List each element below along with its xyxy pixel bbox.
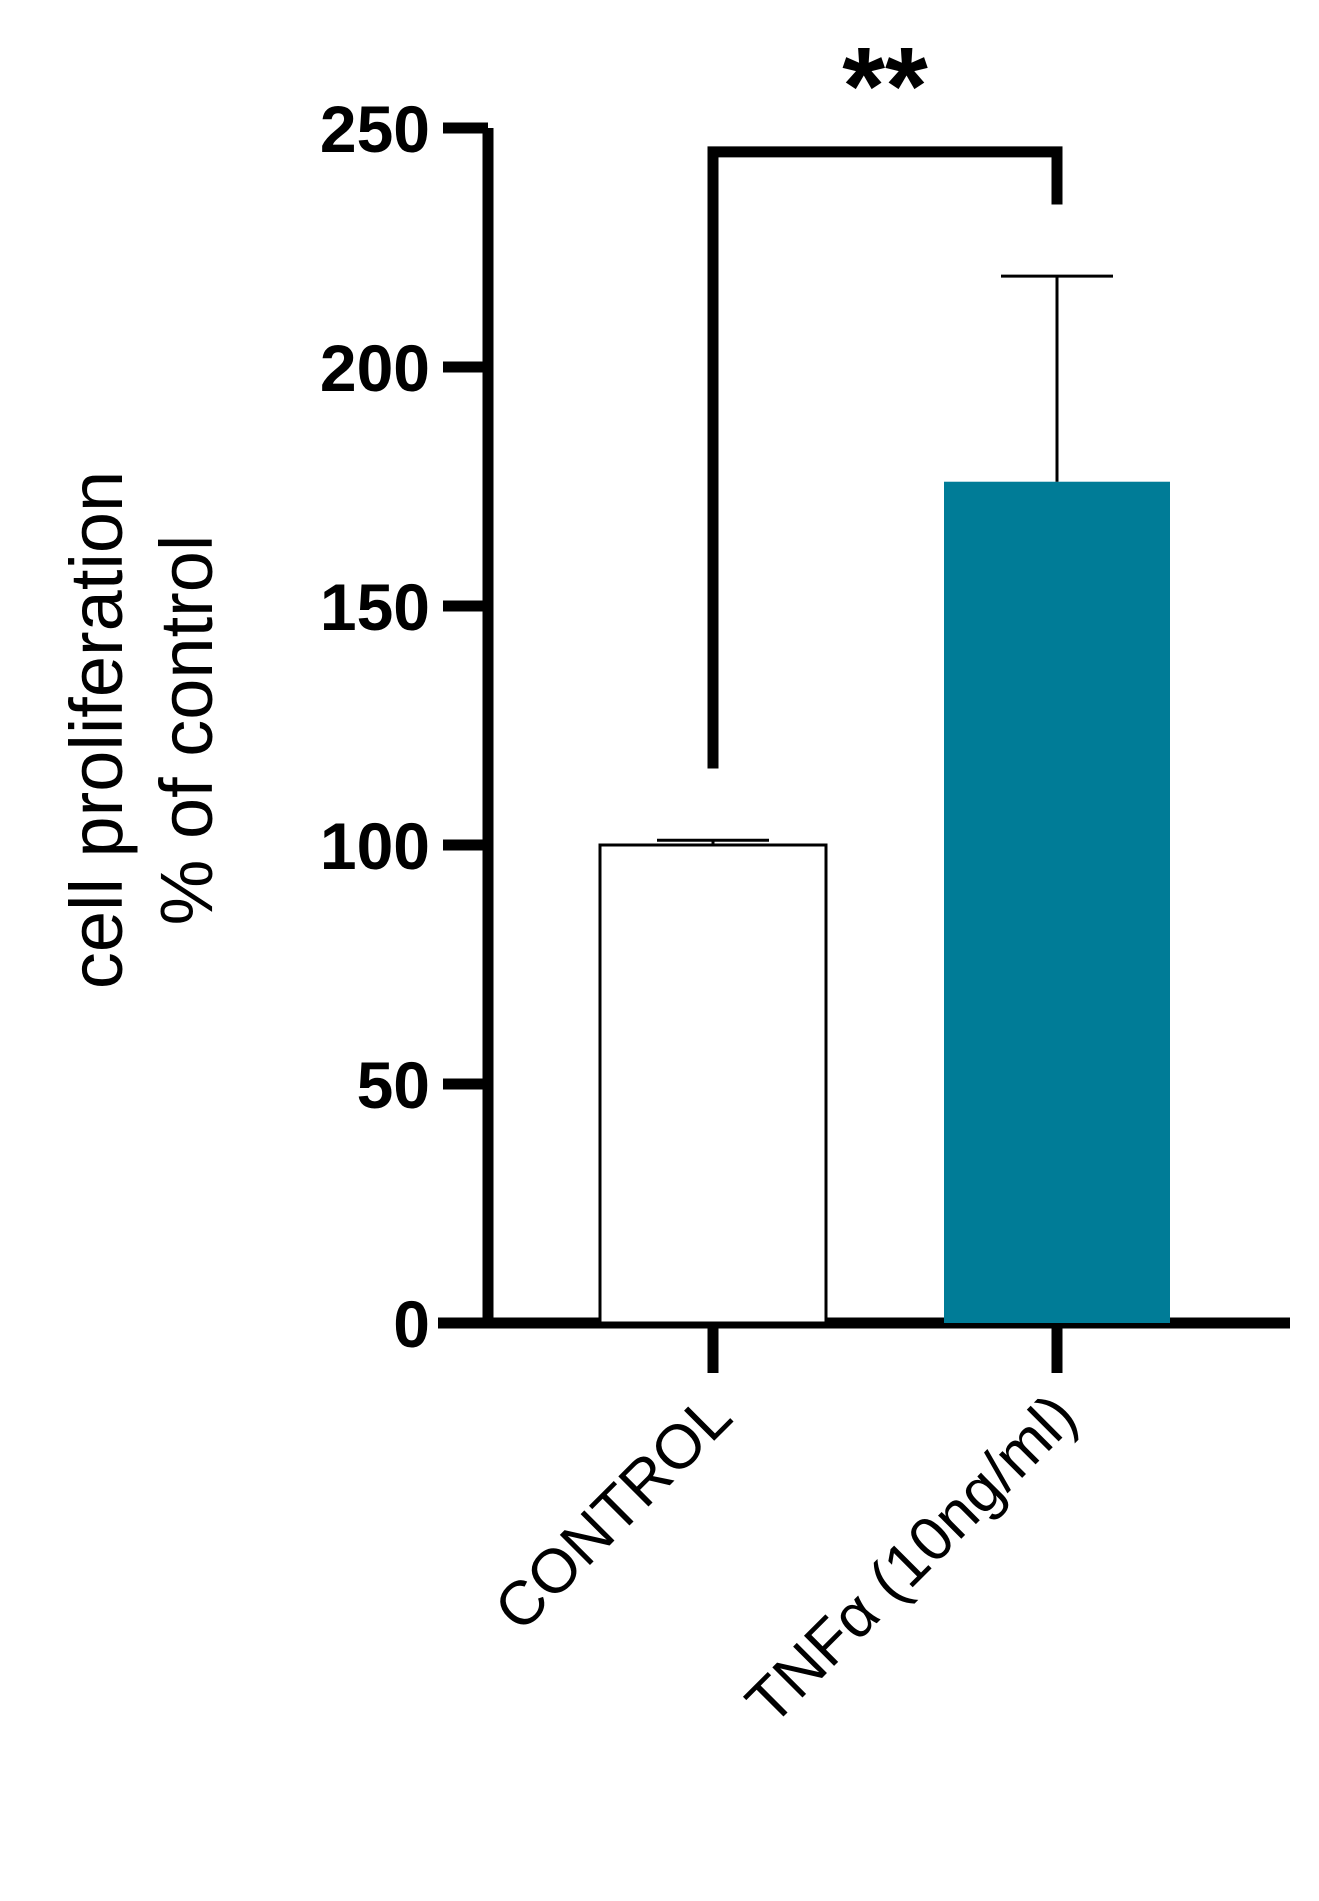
y-tick-label: 200: [320, 331, 430, 405]
y-tick-label: 100: [320, 809, 430, 883]
y-tick-label: 0: [393, 1287, 430, 1361]
significance-label: **: [842, 25, 928, 148]
bar: [944, 481, 1170, 1324]
bar: [598, 843, 828, 1325]
y-tick-label: 50: [357, 1048, 430, 1122]
y-axis-label-line-2: % of control: [145, 535, 228, 926]
x-axis: [438, 1317, 1290, 1373]
y-tick-label: 250: [320, 92, 430, 166]
x-category-label: CONTROL: [482, 1381, 745, 1644]
y-tick-label: 150: [320, 570, 430, 644]
x-category-label: TNFα (10ng/ml): [733, 1381, 1090, 1738]
error-bars: [657, 274, 1113, 845]
y-axis-label-line-1: cell proliferation: [55, 471, 138, 989]
bars: [598, 481, 1170, 1325]
y-axis: 0 50 100 150 200 250: [320, 92, 494, 1361]
significance-bracket: **: [707, 25, 1063, 769]
significance-line: [707, 146, 1063, 769]
